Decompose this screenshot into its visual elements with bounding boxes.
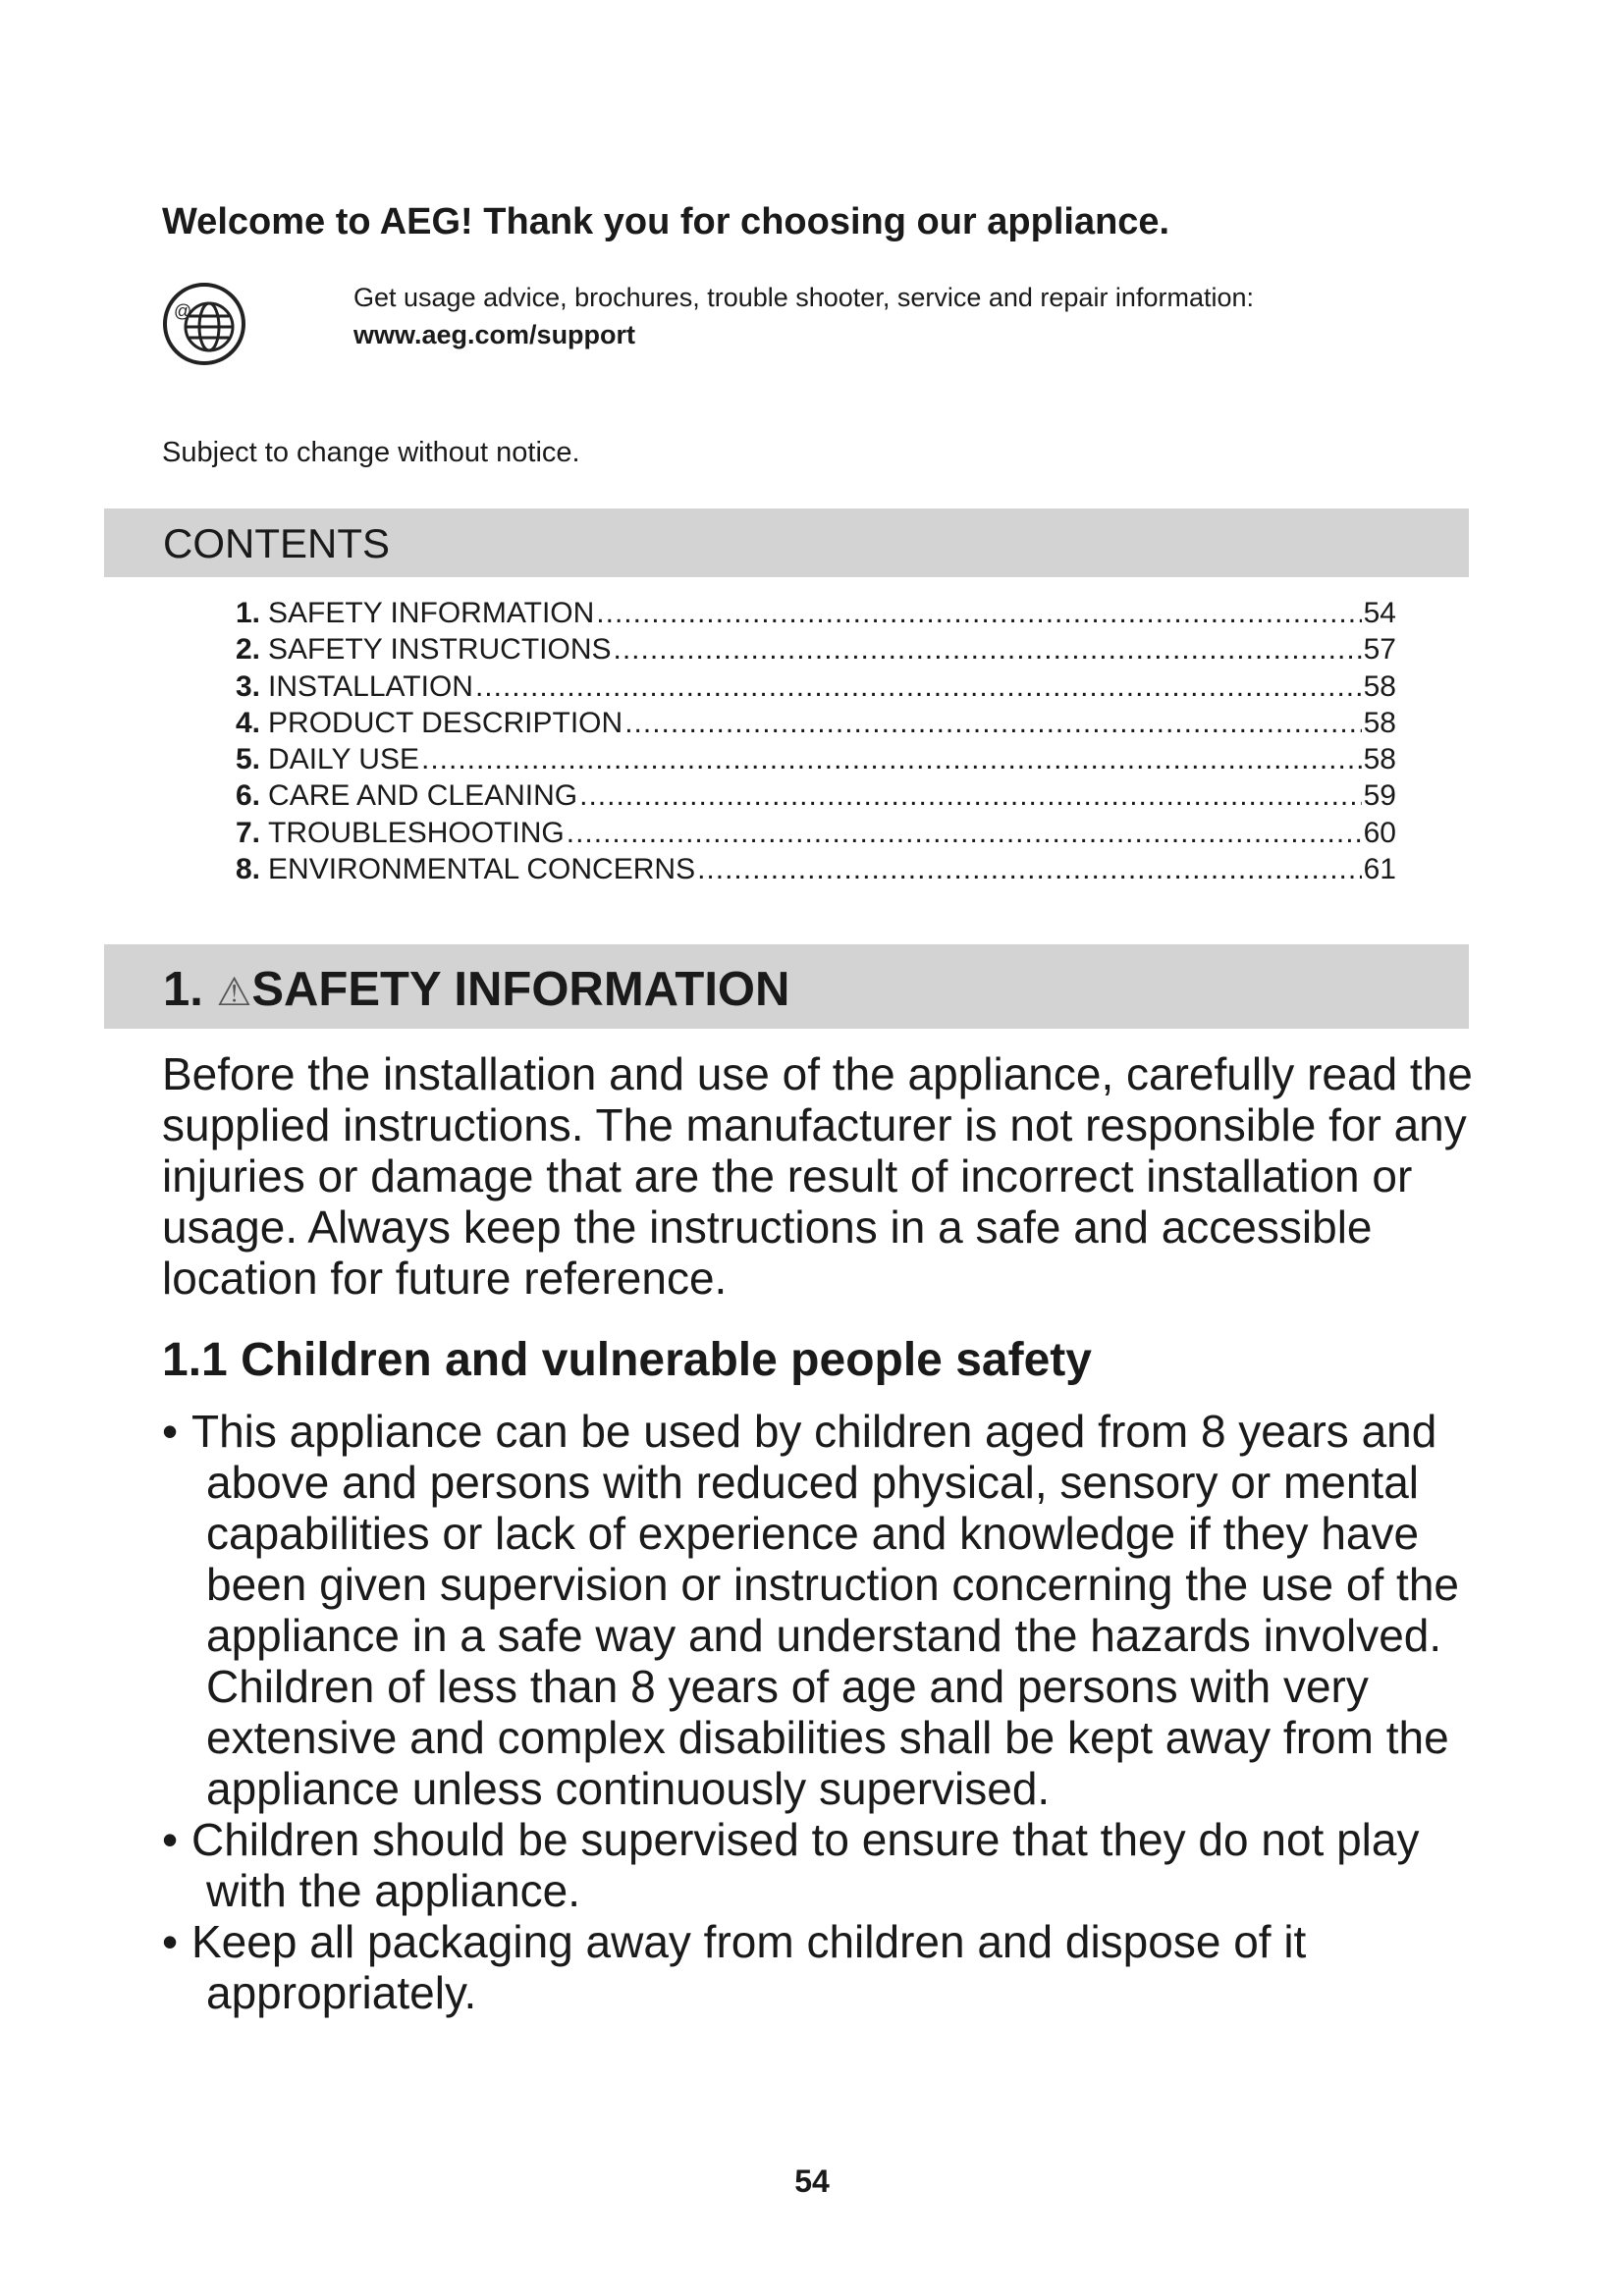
toc-leader [697,851,1362,887]
toc-entry[interactable]: 6.CARE AND CLEANING 59 [236,777,1396,814]
toc-label: TROUBLESHOOTING [268,816,565,849]
warning-triangle-icon: ⚠ [216,971,252,1014]
subsection-heading: 1.1 Children and vulnerable people safet… [162,1334,1092,1386]
toc-label: CARE AND CLEANING [268,779,578,813]
contents-band: CONTENTS [104,508,1469,577]
toc-page: 58 [1363,743,1396,776]
toc-number: 1. [236,597,261,629]
section-band: 1. ⚠SAFETY INFORMATION [104,944,1469,1029]
toc-page: 61 [1363,853,1396,886]
section-number: 1. [163,963,203,1016]
toc-leader [624,705,1361,741]
toc-label: ENVIRONMENTAL CONCERNS [268,853,696,886]
support-info: Get usage advice, brochures, trouble sho… [353,279,1254,353]
toc-entry[interactable]: 1.SAFETY INFORMATION 54 [236,595,1396,631]
toc-number: 5. [236,743,261,776]
toc-entry[interactable]: 7.TROUBLESHOOTING 60 [236,815,1396,851]
toc-leader [421,741,1362,777]
toc-label: PRODUCT DESCRIPTION [268,706,623,739]
toc-leader [567,815,1362,851]
toc-number: 8. [236,853,261,886]
toc-page: 59 [1363,779,1396,813]
toc-number: 6. [236,779,261,813]
toc-entry[interactable]: 4.PRODUCT DESCRIPTION 58 [236,705,1396,741]
toc-leader [596,595,1361,631]
section-title: 1. ⚠SAFETY INFORMATION [163,962,789,1017]
bullet-item: This appliance can be used by children a… [162,1406,1468,1814]
intro-paragraph: Before the installation and use of the a… [162,1048,1473,1304]
globe-at-icon: @ [163,283,245,365]
toc-page: 60 [1363,816,1396,849]
bullet-item: Children should be supervised to ensure … [162,1814,1468,1916]
toc-page: 54 [1363,597,1396,629]
toc-page: 57 [1363,633,1396,667]
toc-entry[interactable]: 2.SAFETY INSTRUCTIONS 57 [236,631,1396,667]
safety-bullets: This appliance can be used by children a… [162,1406,1468,2018]
toc-label: INSTALLATION [268,669,473,703]
welcome-heading: Welcome to AEG! Thank you for choosing o… [162,201,1170,242]
toc-number: 2. [236,633,261,667]
support-text: Get usage advice, brochures, trouble sho… [353,283,1254,312]
toc-entry[interactable]: 3.INSTALLATION 58 [236,668,1396,705]
contents-title: CONTENTS [163,520,390,566]
svg-text:@: @ [174,301,191,321]
toc-number: 4. [236,706,261,739]
toc-label: SAFETY INFORMATION [268,597,595,629]
support-link[interactable]: www.aeg.com/support [353,320,636,349]
toc-entry[interactable]: 8.ENVIRONMENTAL CONCERNS 61 [236,851,1396,887]
toc-leader [579,777,1362,814]
page-number: 54 [794,2163,830,2199]
toc-leader [475,668,1362,705]
table-of-contents: 1.SAFETY INFORMATION 54 2.SAFETY INSTRUCT… [236,595,1396,887]
toc-page: 58 [1363,669,1396,703]
toc-label: DAILY USE [268,743,419,776]
bullet-item: Keep all packaging away from children an… [162,1916,1468,2018]
toc-leader [614,631,1362,667]
toc-entry[interactable]: 5.DAILY USE 58 [236,741,1396,777]
toc-number: 7. [236,816,261,849]
section-title-text: SAFETY INFORMATION [251,963,790,1016]
toc-number: 3. [236,669,261,703]
change-notice: Subject to change without notice. [162,437,580,468]
toc-label: SAFETY INSTRUCTIONS [268,633,612,667]
toc-page: 58 [1363,706,1396,739]
